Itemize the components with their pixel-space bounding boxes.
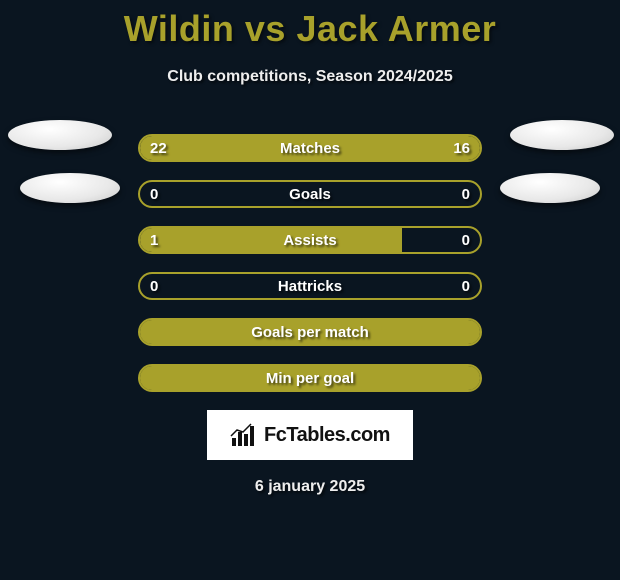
stat-label: Hattricks (140, 274, 480, 298)
stat-row-hattricks: 00Hattricks (138, 272, 482, 300)
stat-label: Min per goal (140, 366, 480, 390)
stat-row-matches: 2216Matches (138, 134, 482, 162)
stat-label: Goals (140, 182, 480, 206)
stat-row-goals-per-match: Goals per match (138, 318, 482, 346)
page-date: 6 january 2025 (0, 478, 620, 496)
stat-row-assists: 10Assists (138, 226, 482, 254)
source-logo-text: FcTables.com (264, 424, 390, 447)
source-logo: FcTables.com (207, 410, 413, 460)
competition-subtitle: Club competitions, Season 2024/2025 (0, 68, 620, 86)
stat-label: Goals per match (140, 320, 480, 344)
stat-label: Matches (140, 136, 480, 160)
player-placeholder-3 (500, 173, 600, 203)
stat-row-goals: 00Goals (138, 180, 482, 208)
stats-comparison: 2216Matches 00Goals 10Assists 00Hattricks Go… (138, 134, 482, 392)
stat-label: Assists (140, 228, 480, 252)
player-placeholder-1 (510, 120, 614, 150)
stat-row-min-per-goal: Min per goal (138, 364, 482, 392)
player-placeholder-0 (8, 120, 112, 150)
player-right-name: Jack Armer (296, 8, 496, 49)
player-left-name: Wildin (124, 8, 235, 49)
player-placeholder-2 (20, 173, 120, 203)
comparison-title: Wildin vs Jack Armer (0, 0, 620, 50)
vs-separator: vs (245, 8, 286, 49)
bar-chart-icon (230, 422, 260, 448)
